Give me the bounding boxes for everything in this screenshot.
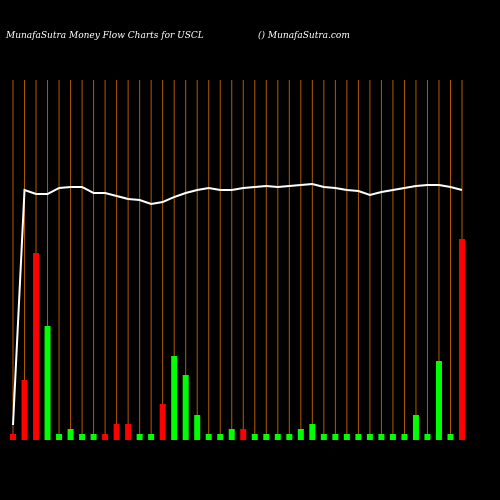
chart-subtitle: () MunafaSutra.com — [258, 30, 350, 41]
bar — [424, 434, 431, 440]
bar — [67, 429, 74, 440]
bar — [378, 434, 385, 440]
bar — [171, 356, 178, 440]
bar — [459, 239, 465, 440]
bar — [148, 434, 155, 440]
bar — [332, 434, 339, 440]
bar — [309, 424, 316, 440]
bar — [125, 424, 132, 440]
bar — [389, 434, 396, 440]
bar — [297, 429, 304, 440]
bar — [366, 434, 373, 440]
bar — [194, 415, 201, 440]
bar — [240, 429, 247, 440]
bar — [355, 434, 362, 440]
bar — [159, 404, 166, 440]
bar — [21, 380, 28, 440]
bar — [33, 253, 40, 440]
bar — [447, 434, 454, 440]
bar — [217, 434, 224, 440]
bar — [79, 434, 86, 440]
bar — [320, 434, 327, 440]
bar — [44, 326, 51, 440]
bar — [205, 434, 212, 440]
bar — [274, 434, 281, 440]
money-flow-line — [12, 182, 463, 426]
bar — [136, 434, 143, 440]
bar — [343, 434, 350, 440]
bar — [90, 434, 97, 440]
bar — [10, 434, 16, 440]
bar — [435, 361, 442, 440]
chart-title: MunafaSutra Money Flow Charts for USCL — [5, 31, 204, 41]
bar — [263, 434, 270, 440]
bar — [228, 429, 235, 440]
bar — [102, 434, 109, 440]
bar — [412, 415, 419, 440]
bar — [113, 424, 120, 440]
bar — [251, 434, 258, 440]
bar — [182, 375, 189, 440]
bar — [286, 434, 293, 440]
bar — [56, 434, 63, 440]
bar — [401, 434, 408, 440]
